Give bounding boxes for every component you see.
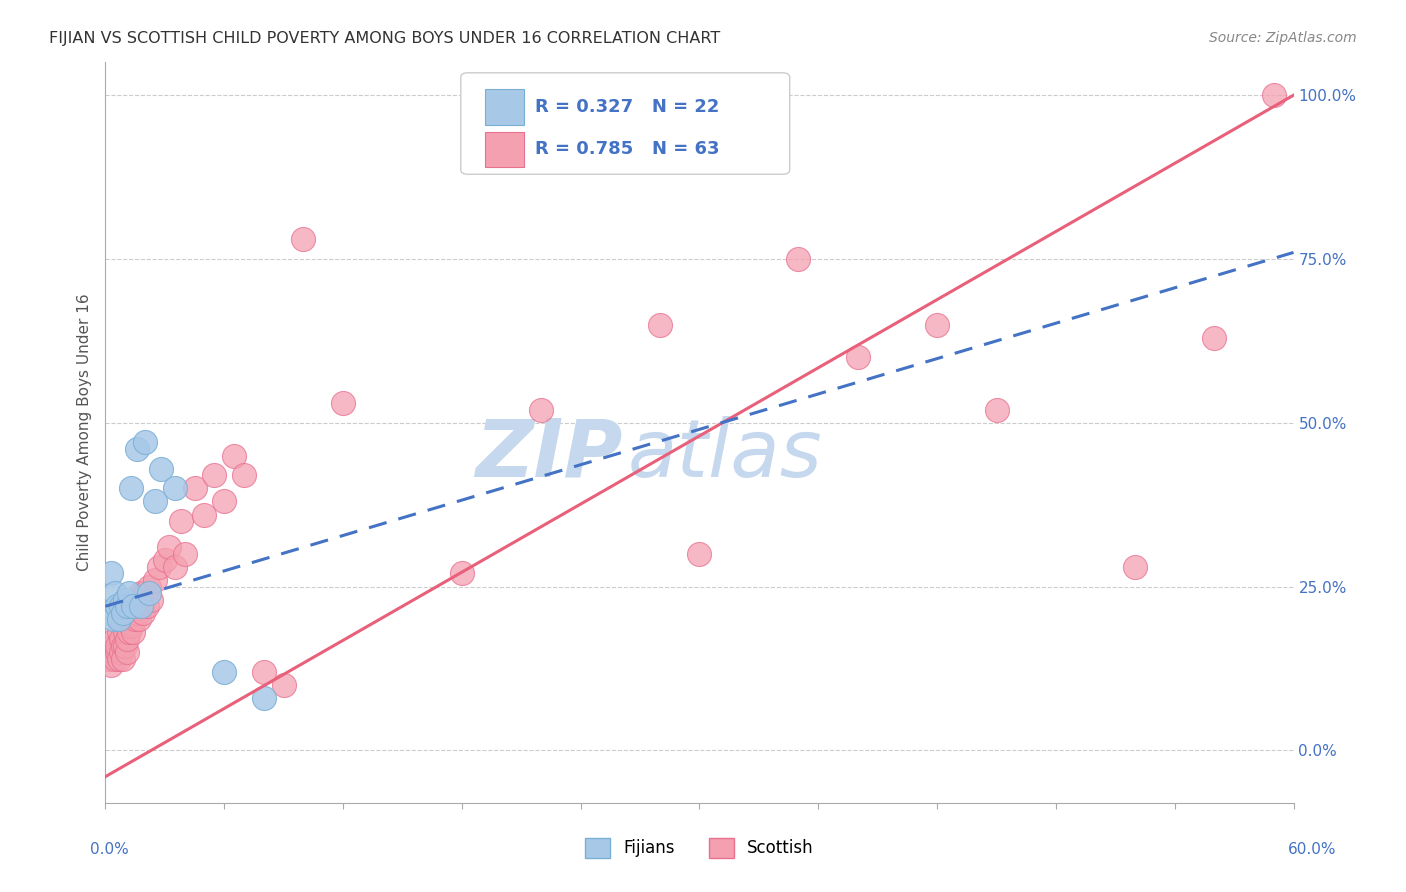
Point: [105, 599, 128, 614]
Point: [1204, 330, 1226, 344]
Point: [104, 651, 127, 665]
Point: [110, 645, 132, 659]
Point: [108, 651, 131, 665]
Point: [202, 468, 225, 483]
Point: [129, 586, 152, 600]
Point: [112, 651, 135, 665]
Point: [100, 566, 122, 581]
Point: [127, 592, 149, 607]
Point: [1123, 560, 1146, 574]
Point: [118, 586, 141, 600]
Point: [292, 232, 315, 246]
Point: [122, 625, 145, 640]
Point: [925, 318, 948, 332]
Point: [143, 494, 166, 508]
Point: [648, 318, 671, 332]
Point: [124, 599, 146, 614]
Point: [193, 508, 215, 522]
Point: [114, 625, 136, 640]
Point: [115, 632, 138, 646]
Point: [273, 678, 295, 692]
Point: [450, 566, 472, 581]
Text: Source: ZipAtlas.com: Source: ZipAtlas.com: [1209, 31, 1357, 45]
Point: [115, 599, 138, 614]
Point: [153, 553, 176, 567]
Text: atlas: atlas: [628, 416, 823, 494]
Point: [112, 606, 135, 620]
Point: [134, 586, 156, 600]
Text: 60.0%: 60.0%: [1288, 842, 1336, 856]
Point: [108, 612, 131, 626]
Point: [163, 560, 186, 574]
Text: R = 0.785   N = 63: R = 0.785 N = 63: [536, 140, 720, 159]
Point: [148, 560, 170, 574]
Point: [100, 658, 122, 673]
Point: [224, 449, 246, 463]
Point: [163, 481, 186, 495]
Text: FIJIAN VS SCOTTISH CHILD POVERTY AMONG BOYS UNDER 16 CORRELATION CHART: FIJIAN VS SCOTTISH CHILD POVERTY AMONG B…: [49, 31, 720, 46]
Point: [173, 547, 195, 561]
Point: [143, 573, 166, 587]
Point: [118, 612, 141, 626]
Point: [120, 481, 142, 495]
Point: [128, 612, 150, 626]
Point: [129, 599, 152, 614]
Point: [132, 606, 155, 620]
Point: [139, 592, 162, 607]
Point: [129, 599, 152, 614]
Point: [124, 612, 146, 626]
Point: [170, 514, 193, 528]
Point: [110, 599, 132, 614]
Point: [96, 606, 118, 620]
Point: [787, 252, 810, 266]
Point: [253, 665, 276, 679]
Point: [986, 402, 1008, 417]
Point: [1263, 88, 1285, 103]
Point: [214, 665, 236, 679]
Point: [118, 625, 141, 640]
Text: 0.0%: 0.0%: [90, 842, 129, 856]
Point: [98, 651, 121, 665]
Point: [114, 592, 136, 607]
Point: [105, 645, 128, 659]
Point: [103, 639, 125, 653]
Point: [183, 481, 205, 495]
Text: ZIP: ZIP: [475, 416, 623, 494]
Point: [134, 435, 156, 450]
Point: [108, 625, 131, 640]
Point: [332, 396, 354, 410]
Point: [214, 494, 236, 508]
Point: [530, 402, 553, 417]
Point: [105, 639, 128, 653]
Point: [110, 632, 132, 646]
Point: [115, 645, 138, 659]
Text: R = 0.327   N = 22: R = 0.327 N = 22: [536, 98, 720, 116]
Point: [120, 619, 142, 633]
Point: [104, 586, 127, 600]
Point: [104, 632, 127, 646]
Point: [114, 639, 136, 653]
Point: [127, 442, 149, 456]
Point: [103, 645, 125, 659]
Point: [149, 461, 172, 475]
Point: [157, 541, 180, 555]
Y-axis label: Child Poverty Among Boys Under 16: Child Poverty Among Boys Under 16: [76, 293, 91, 572]
Point: [103, 612, 125, 626]
Point: [138, 580, 160, 594]
Point: [122, 599, 145, 614]
Point: [127, 606, 149, 620]
Point: [136, 599, 159, 614]
Point: [253, 690, 276, 705]
Point: [233, 468, 256, 483]
Point: [689, 547, 711, 561]
Point: [846, 351, 869, 365]
Point: [120, 606, 142, 620]
Legend: Fijians, Scottish: Fijians, Scottish: [579, 831, 820, 865]
Point: [138, 586, 160, 600]
Point: [112, 639, 135, 653]
